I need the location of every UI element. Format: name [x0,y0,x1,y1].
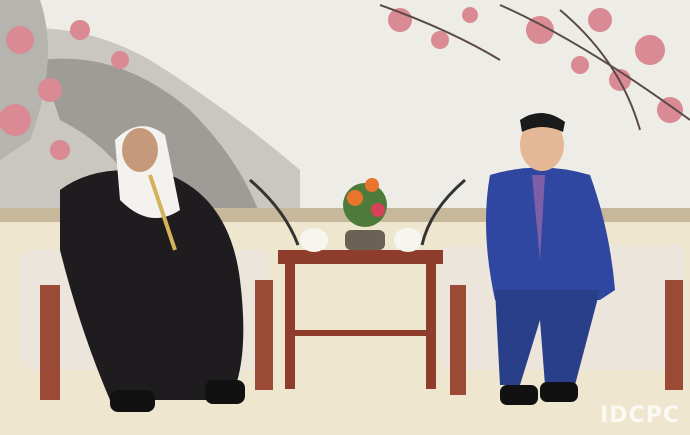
blossoms [0,7,683,160]
branches [379,4,690,131]
left-person [60,126,245,412]
side-table [278,178,443,389]
watermark: IDCPC [600,403,680,428]
microphones [249,178,466,246]
right-person [486,112,615,405]
